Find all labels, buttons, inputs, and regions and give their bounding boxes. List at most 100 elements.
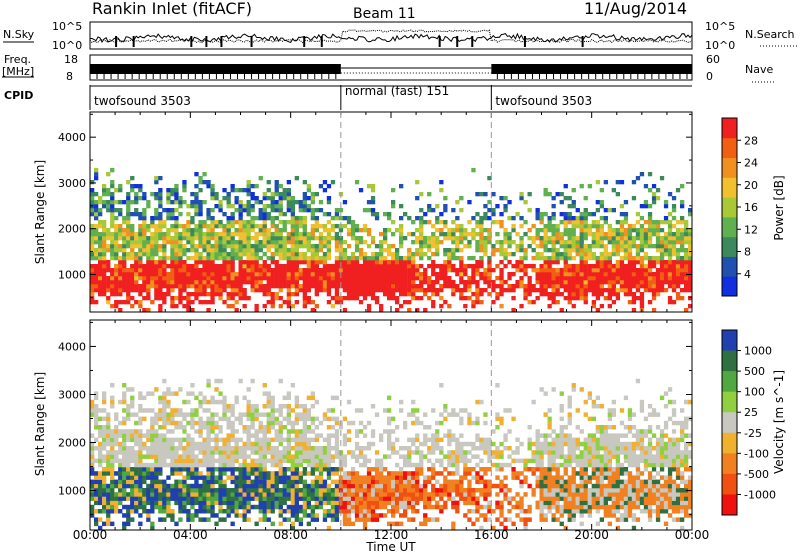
power-cell (575, 208, 580, 213)
power-cell (539, 268, 544, 273)
power-cell (150, 244, 155, 249)
power-y-tick-label: 1000 (58, 268, 86, 281)
power-cell (583, 280, 588, 285)
power-cell (230, 220, 235, 225)
velocity-cell (330, 395, 336, 401)
power-cell (439, 296, 444, 301)
power-cell (607, 284, 612, 289)
velocity-cell (158, 471, 163, 476)
velocity-cell (290, 454, 295, 459)
velocity-cell (403, 462, 408, 468)
power-cell (503, 240, 508, 245)
power-cell (519, 224, 524, 229)
velocity-cell (122, 471, 127, 476)
velocity-cell (379, 433, 384, 438)
velocity-cell (423, 521, 428, 527)
velocity-cell (150, 483, 155, 489)
power-cell (270, 304, 275, 309)
power-cell (102, 288, 107, 293)
power-cell (579, 260, 584, 265)
velocity-cell (298, 441, 303, 447)
power-cell (551, 256, 556, 261)
velocity-cell (158, 479, 163, 485)
power-cell (551, 292, 556, 297)
power-cell (178, 288, 183, 293)
velocity-cell (90, 462, 95, 468)
velocity-cell (206, 383, 211, 388)
power-cell (342, 252, 348, 257)
power-cell (399, 184, 404, 189)
power-cell (387, 296, 392, 301)
nsky-frame (89, 21, 693, 50)
power-cell (182, 268, 187, 273)
power-cell (675, 284, 681, 289)
power-cell (407, 284, 412, 289)
power-cell (186, 220, 191, 225)
power-colorbar-tick-label: 16 (744, 201, 758, 214)
power-cell (238, 260, 243, 265)
power-cell (370, 208, 376, 213)
velocity-cell (158, 458, 163, 464)
power-cell (170, 212, 175, 217)
velocity-cell (142, 496, 147, 501)
velocity-cell (194, 496, 199, 501)
velocity-cell (210, 446, 215, 451)
power-cell (491, 248, 496, 253)
velocity-cell (178, 441, 183, 447)
power-cell (142, 196, 147, 201)
velocity-cell (210, 513, 215, 518)
power-cell (675, 220, 681, 225)
velocity-cell (270, 492, 275, 497)
velocity-cell (366, 517, 372, 522)
velocity-cell (411, 517, 416, 522)
velocity-cell (423, 492, 428, 497)
power-cell (362, 288, 368, 293)
power-cell (262, 208, 267, 213)
power-cell (583, 228, 588, 233)
power-cell (342, 248, 348, 253)
power-cell (591, 304, 596, 309)
power-cell (611, 268, 616, 273)
power-cell (138, 212, 143, 217)
power-cell (623, 248, 629, 253)
power-cell (294, 224, 299, 229)
power-cell (170, 248, 175, 253)
power-cell (587, 252, 592, 257)
velocity-cell (431, 483, 436, 489)
power-cell (262, 292, 267, 297)
velocity-cell (226, 437, 231, 443)
velocity-cell (246, 496, 251, 501)
velocity-cell (350, 509, 356, 514)
velocity-cell (302, 504, 307, 510)
velocity-cell (403, 454, 408, 459)
power-cell (491, 192, 496, 197)
power-cell (238, 216, 243, 221)
power-cell (423, 220, 428, 225)
power-cell (531, 288, 536, 293)
power-cell (539, 276, 544, 281)
power-cell (298, 208, 303, 213)
power-cell (551, 268, 556, 273)
power-cell (539, 228, 544, 233)
power-cell (667, 260, 673, 265)
velocity-cell (374, 450, 380, 455)
power-cell (230, 240, 235, 245)
power-cell (531, 268, 536, 273)
velocity-cell (134, 492, 139, 497)
power-cell (110, 200, 115, 205)
velocity-cell (286, 467, 291, 472)
velocity-cell (94, 412, 99, 417)
velocity-cell (342, 509, 348, 514)
power-cell (114, 292, 119, 297)
velocity-cell (443, 483, 448, 489)
power-cell (130, 288, 135, 293)
power-cell (443, 300, 448, 305)
velocity-cell (194, 395, 199, 401)
velocity-cell (358, 496, 364, 501)
power-cell (206, 240, 211, 245)
power-cell (130, 248, 135, 253)
power-cell (198, 256, 203, 261)
power-cell (599, 216, 604, 221)
power-cell (286, 252, 291, 257)
